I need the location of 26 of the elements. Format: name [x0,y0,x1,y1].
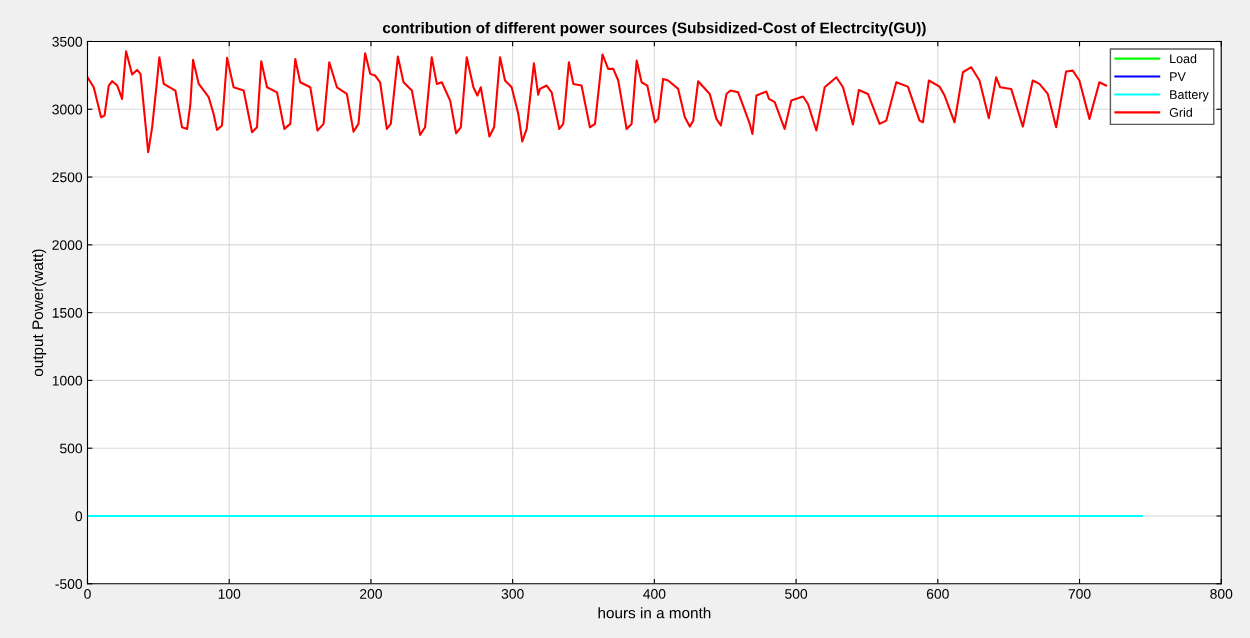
y-tick-label: 2500 [52,172,83,183]
x-tick-label: 700 [1068,589,1091,599]
legend-label: Battery [1170,90,1209,102]
y-tick-label: 2000 [52,240,83,250]
y-axis-title: output Power(watt) [31,249,47,377]
x-tick-label: 0 [84,589,91,599]
chart-title: contribution of different power sources (Subsidized-Cost of Electrcity(GU)) [382,22,926,37]
y-tick-label: 3500 [52,36,83,47]
x-tick-label: 800 [1210,589,1233,599]
y-tick-label: 3000 [52,104,83,115]
x-tick-label: 400 [643,589,666,599]
y-tick-label: -500 [55,579,83,589]
x-tick-label: 200 [360,589,382,599]
x-tick-label: 100 [218,589,241,599]
legend-label: Grid [1169,107,1192,117]
x-tick-label: 600 [926,589,949,599]
legend-label: PV [1170,72,1186,81]
y-tick-label: 1000 [52,375,83,386]
y-tick-label: 500 [60,443,83,454]
y-tick-label: 0 [75,511,83,522]
y-tick-label: 1500 [52,307,83,318]
x-tick-label: 300 [501,589,524,599]
line-series [87,50,1108,154]
x-axis-title: hours in a month [598,607,711,619]
x-tick-label: 500 [785,589,808,599]
legend-label: Load [1170,53,1197,64]
